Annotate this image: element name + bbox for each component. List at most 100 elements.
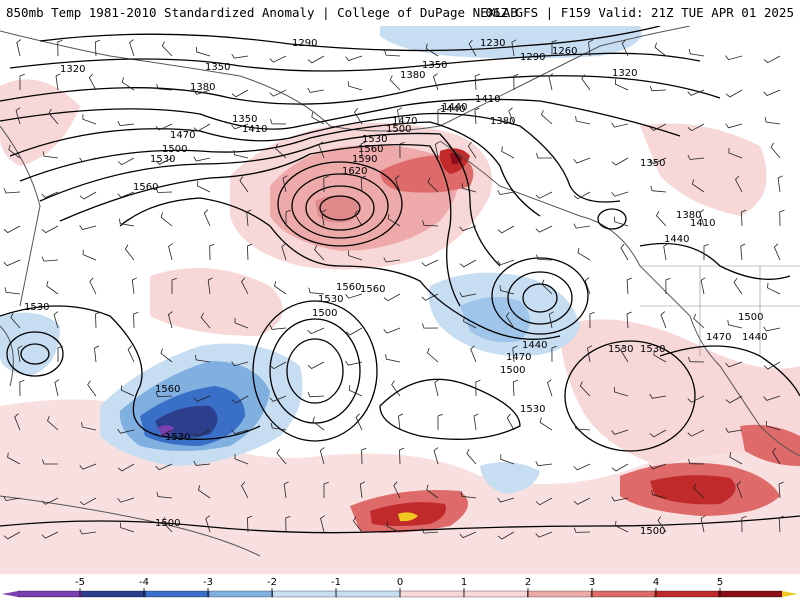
contour-label: 1260 bbox=[552, 46, 577, 57]
height-contour bbox=[59, 143, 461, 307]
wind-barb bbox=[497, 497, 515, 503]
wind-barb bbox=[611, 429, 629, 435]
wind-barb bbox=[361, 447, 367, 465]
wind-barb bbox=[347, 81, 363, 91]
wind-barb bbox=[773, 243, 781, 261]
wind-barb bbox=[345, 327, 363, 336]
wind-barb bbox=[57, 39, 63, 57]
coastlines bbox=[0, 25, 800, 557]
wind-barb bbox=[323, 481, 329, 498]
wind-barb bbox=[360, 141, 366, 159]
wind-barb bbox=[270, 422, 287, 431]
wind-barb bbox=[193, 429, 211, 438]
height-contour bbox=[522, 283, 558, 313]
wind-barb bbox=[47, 415, 59, 431]
cold-anomaly-region bbox=[460, 297, 530, 343]
wind-barb bbox=[155, 123, 173, 131]
wind-barb bbox=[687, 154, 705, 160]
wind-barb bbox=[234, 317, 249, 329]
height-contour bbox=[39, 25, 661, 52]
wind-barb bbox=[352, 516, 363, 533]
wind-barb bbox=[155, 429, 173, 437]
wind-barb bbox=[691, 179, 705, 193]
contour-label: 1290 bbox=[520, 52, 545, 63]
wind-barb bbox=[654, 42, 667, 57]
wind-barb bbox=[588, 39, 594, 57]
wind-barb bbox=[539, 417, 553, 431]
wind-barb bbox=[573, 497, 591, 505]
wind-barb bbox=[506, 413, 515, 431]
wind-barb bbox=[688, 458, 705, 465]
wind-barb bbox=[729, 452, 743, 465]
wind-barb bbox=[500, 454, 515, 465]
wind-barb bbox=[535, 461, 553, 467]
wind-barb bbox=[626, 277, 632, 295]
wind-barb bbox=[434, 141, 440, 159]
wind-barb bbox=[427, 177, 439, 193]
height-contour bbox=[277, 161, 403, 247]
colorbar-swatch bbox=[463, 590, 529, 598]
wind-barb bbox=[536, 254, 553, 261]
colorbar-swatch bbox=[145, 590, 210, 598]
wind-barb bbox=[770, 142, 781, 159]
contour-label: 1500 bbox=[738, 312, 763, 323]
wind-barb bbox=[307, 87, 325, 93]
wind-barb bbox=[155, 157, 173, 165]
contour-label: 1380 bbox=[490, 116, 515, 127]
wind-barb bbox=[551, 39, 557, 56]
colorbar-ticks: -5 -4 -3 -2 -1 0 1 2 3 4 5 bbox=[75, 577, 723, 597]
wind-barb bbox=[7, 452, 21, 465]
wind-barb bbox=[345, 55, 363, 61]
height-contour bbox=[639, 242, 791, 280]
wind-barb bbox=[535, 531, 553, 538]
wind-barb bbox=[17, 345, 23, 363]
contour-label: 1500 bbox=[386, 124, 411, 135]
contour-label: 1470 bbox=[506, 352, 531, 363]
coastline bbox=[0, 25, 691, 132]
colorbar-max-arrow bbox=[782, 591, 798, 597]
contour-label: 1500 bbox=[500, 365, 525, 376]
wind-barb bbox=[95, 311, 101, 329]
wind-barb bbox=[131, 277, 137, 295]
wind-barb bbox=[779, 209, 785, 227]
wind-barb bbox=[626, 311, 632, 329]
wind-barb bbox=[391, 380, 401, 397]
wind-barb bbox=[167, 311, 173, 329]
colorbar-tick-label: 2 bbox=[525, 577, 531, 588]
contour-labels: 1290 1230 1260 1290 1320 1350 1380 1320 … bbox=[24, 38, 767, 537]
wind-barb bbox=[535, 191, 553, 199]
wind-barb bbox=[699, 209, 705, 227]
wind-barb bbox=[3, 225, 21, 234]
wind-barb bbox=[41, 256, 59, 262]
contour-label: 1440 bbox=[522, 340, 547, 351]
wind-barb bbox=[437, 413, 443, 430]
wind-barb bbox=[89, 277, 97, 295]
wind-barb bbox=[79, 529, 97, 535]
wind-barb bbox=[41, 531, 59, 539]
wind-barb bbox=[548, 73, 554, 91]
wind-barb bbox=[269, 89, 287, 97]
wind-barb bbox=[421, 293, 439, 301]
wind-barb bbox=[117, 497, 135, 503]
wind-barb bbox=[14, 413, 21, 431]
wind-barb bbox=[41, 497, 59, 505]
wind-barb bbox=[3, 259, 21, 267]
warm-anomaly-region bbox=[740, 424, 800, 466]
wind-barb bbox=[763, 89, 781, 96]
model-valid-time: 06Z GFS | F159 Valid: 21Z TUE APR 01 202… bbox=[485, 5, 794, 20]
wind-barb bbox=[161, 41, 173, 57]
colorbar-tick-label: 4 bbox=[653, 577, 659, 588]
colorbar-tick-label: 1 bbox=[461, 577, 467, 588]
wind-barb bbox=[282, 175, 288, 193]
wind-barb bbox=[501, 146, 515, 159]
wind-barb bbox=[541, 109, 553, 125]
wind-barb bbox=[16, 39, 22, 57]
colorbar-tick-label: 5 bbox=[717, 577, 723, 588]
wind-barb bbox=[474, 107, 480, 125]
wind-barb bbox=[3, 496, 21, 502]
wind-barb bbox=[354, 209, 363, 227]
wind-barb bbox=[117, 157, 135, 166]
wind-barb bbox=[231, 123, 249, 130]
contour-label: 1410 bbox=[690, 218, 715, 229]
wind-barb bbox=[345, 293, 363, 299]
